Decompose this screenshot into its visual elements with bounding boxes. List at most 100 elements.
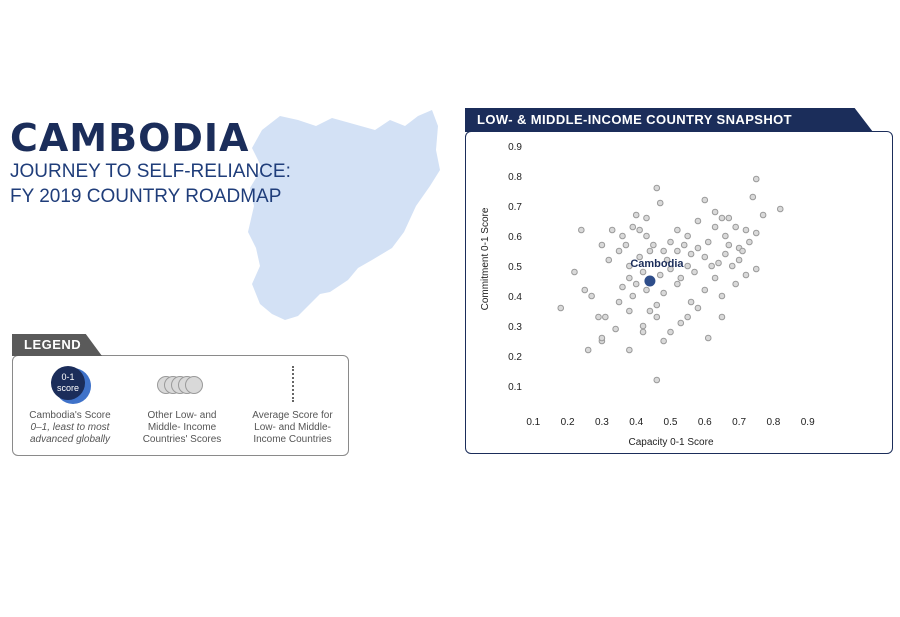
scatter-chart: 0.1 0.2 0.3 0.4 0.5 0.6 0.7 0.8 0.9 0.1 0.2 0.3 0.4… — [480, 142, 815, 448]
legend-item-average-line-2: Low- and Middle- — [254, 422, 331, 433]
average-dotted-line-icon — [292, 366, 294, 402]
stacked-circle-icon — [185, 376, 203, 394]
scatter-point — [626, 274, 633, 282]
scatter-point — [660, 337, 667, 345]
scatter-point — [752, 265, 760, 273]
scatter-point — [732, 280, 739, 288]
y-tick-label: 0.2 — [508, 352, 522, 363]
scatter-point — [626, 307, 633, 315]
scatter-point — [701, 253, 709, 261]
scatter-point — [752, 229, 760, 237]
scatter-point — [746, 238, 753, 246]
scatter-point — [588, 292, 595, 300]
legend-item-other-line-2: Middle- Income — [147, 422, 217, 433]
other-countries-icon — [157, 376, 209, 396]
y-tick-label: 0.6 — [508, 232, 522, 243]
y-tick-label: 0.1 — [508, 382, 522, 393]
title-block: CAMBODIA JOURNEY TO SELF-RELIANCE: FY 20… — [10, 118, 291, 208]
scatter-point — [622, 241, 630, 249]
scatter-point — [629, 292, 637, 300]
scatter-point — [608, 226, 616, 234]
scatter-point — [615, 247, 623, 255]
scatter-point — [687, 298, 695, 306]
scatter-point — [701, 286, 709, 294]
scatter-point — [653, 301, 661, 309]
x-tick-label: 0.3 — [595, 417, 609, 428]
y-tick-label: 0.4 — [508, 292, 522, 303]
chart-panel — [465, 131, 893, 454]
score-icon-text-1: 0-1 — [61, 372, 75, 382]
y-tick-label: 0.7 — [508, 202, 522, 213]
scatter-point — [619, 283, 626, 291]
scatter-point — [667, 328, 674, 336]
x-tick-label: 0.5 — [664, 417, 678, 428]
scatter-point — [704, 334, 712, 342]
scatter-point — [639, 322, 647, 330]
x-tick-label: 0.2 — [561, 417, 575, 428]
scatter-point — [701, 196, 709, 204]
scatter-point — [677, 319, 685, 327]
y-tick-label: 0.9 — [508, 142, 522, 153]
scatter-point — [732, 223, 739, 231]
page-title: CAMBODIA — [10, 116, 250, 160]
scatter-point — [667, 265, 674, 273]
scatter-point — [776, 205, 784, 213]
scatter-point — [759, 211, 767, 219]
scatter-point — [674, 226, 681, 234]
legend-item-other-line-1: Other Low- and — [147, 410, 217, 421]
legend-item-other-line-3: Countries' Scores — [142, 434, 222, 445]
scatter-point — [656, 199, 664, 207]
scatter-point — [612, 325, 619, 333]
scatter-point — [749, 193, 757, 201]
scatter-point — [602, 313, 609, 321]
scatter-point — [578, 226, 585, 234]
scatter-point — [646, 247, 654, 255]
scatter-point — [722, 250, 729, 258]
x-tick-label: 0.4 — [629, 417, 643, 428]
scatter-point — [742, 226, 750, 234]
scatter-point — [663, 256, 671, 264]
scatter-point — [595, 313, 602, 321]
scatter-point — [626, 346, 633, 354]
legend-item-country-line-3: advanced globally — [29, 434, 111, 445]
scatter-point — [643, 286, 650, 294]
scatter-point — [677, 274, 685, 282]
scatter-point — [557, 304, 565, 312]
x-tick-label: 0.9 — [801, 417, 815, 428]
legend-item-country-score: Cambodia's Score 0–1, least to most adva… — [20, 410, 120, 446]
y-tick-label: 0.5 — [508, 262, 522, 273]
scatter-point — [653, 313, 661, 321]
scatter-point — [626, 262, 633, 270]
scatter-point — [639, 268, 647, 276]
legend-title: LEGEND — [12, 334, 102, 356]
scatter-point — [636, 253, 643, 261]
subtitle-line-1: JOURNEY TO SELF-RELIANCE: — [10, 161, 291, 182]
scatter-point — [643, 214, 650, 222]
scatter-point — [653, 376, 661, 384]
x-tick-label: 0.1 — [526, 417, 540, 428]
scatter-point — [694, 304, 702, 312]
scatter-point — [680, 241, 688, 249]
scatter-point — [581, 286, 589, 294]
x-tick-label: 0.8 — [766, 417, 780, 428]
scatter-point — [718, 214, 726, 222]
country-map-shape — [248, 110, 440, 320]
scatter-point — [742, 271, 750, 279]
scatter-point — [615, 298, 623, 306]
score-icon-text-2: score — [56, 383, 79, 393]
scatter-point — [684, 262, 691, 270]
scatter-point — [722, 232, 729, 240]
scatter-point — [650, 241, 657, 249]
scatter-point — [691, 268, 698, 276]
score-icon-badge: 0-1 score — [51, 366, 85, 400]
scatter-point — [704, 238, 712, 246]
y-axis-label: Commitment 0-1 Score — [480, 207, 491, 310]
chart-title: LOW- & MIDDLE-INCOME COUNTRY SNAPSHOT — [465, 108, 873, 132]
score-icon: 0-1 score — [51, 366, 91, 406]
x-tick-label: 0.6 — [698, 417, 712, 428]
scatter-point — [646, 307, 654, 315]
scatter-point — [711, 223, 719, 231]
scatter-point — [718, 292, 726, 300]
scatter-point — [694, 244, 702, 252]
scatter-point — [571, 268, 578, 276]
